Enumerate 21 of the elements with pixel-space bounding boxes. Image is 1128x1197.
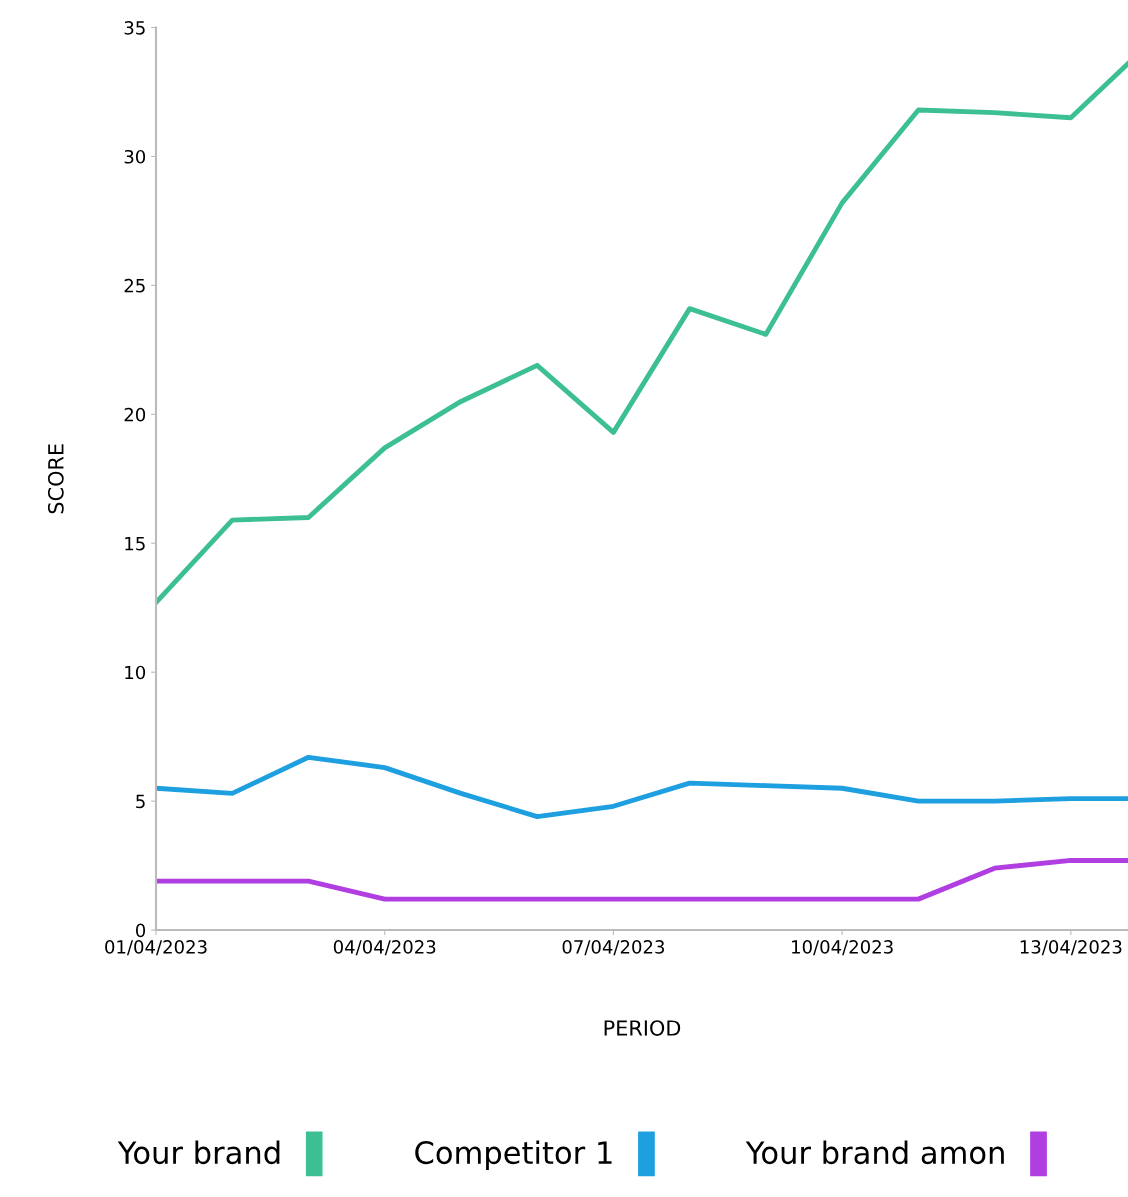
x-tick-label: 01/04/2023 xyxy=(105,940,207,956)
line-series xyxy=(156,754,1128,820)
x-axis-title: PERIOD xyxy=(604,1020,681,1036)
legend-label: Your brand xyxy=(117,1140,280,1165)
y-tick-label: 25 xyxy=(124,278,145,293)
y-tick-label: 10 xyxy=(125,665,146,680)
y-tick-label: 15 xyxy=(125,536,145,551)
y-axis-title: SCORE xyxy=(47,444,64,514)
y-tick-label: 30 xyxy=(124,149,146,164)
legend-label: Competitor 1 xyxy=(415,1140,612,1171)
legend-label: Your brand amon xyxy=(745,1140,1004,1165)
y-tick-label: 35 xyxy=(124,20,145,35)
x-tick-label: 13/04/2023 xyxy=(1020,940,1122,956)
y-tick-label: 5 xyxy=(136,794,145,809)
y-tick-label: 20 xyxy=(124,407,146,422)
x-tick-label: 04/04/2023 xyxy=(333,940,436,956)
line-series xyxy=(156,61,1128,606)
x-tick-label: 10/04/2023 xyxy=(792,940,893,956)
y-tick-label: 0 xyxy=(135,923,146,938)
x-tick-label: 07/04/2023 xyxy=(562,940,664,956)
line-series xyxy=(156,858,1128,902)
